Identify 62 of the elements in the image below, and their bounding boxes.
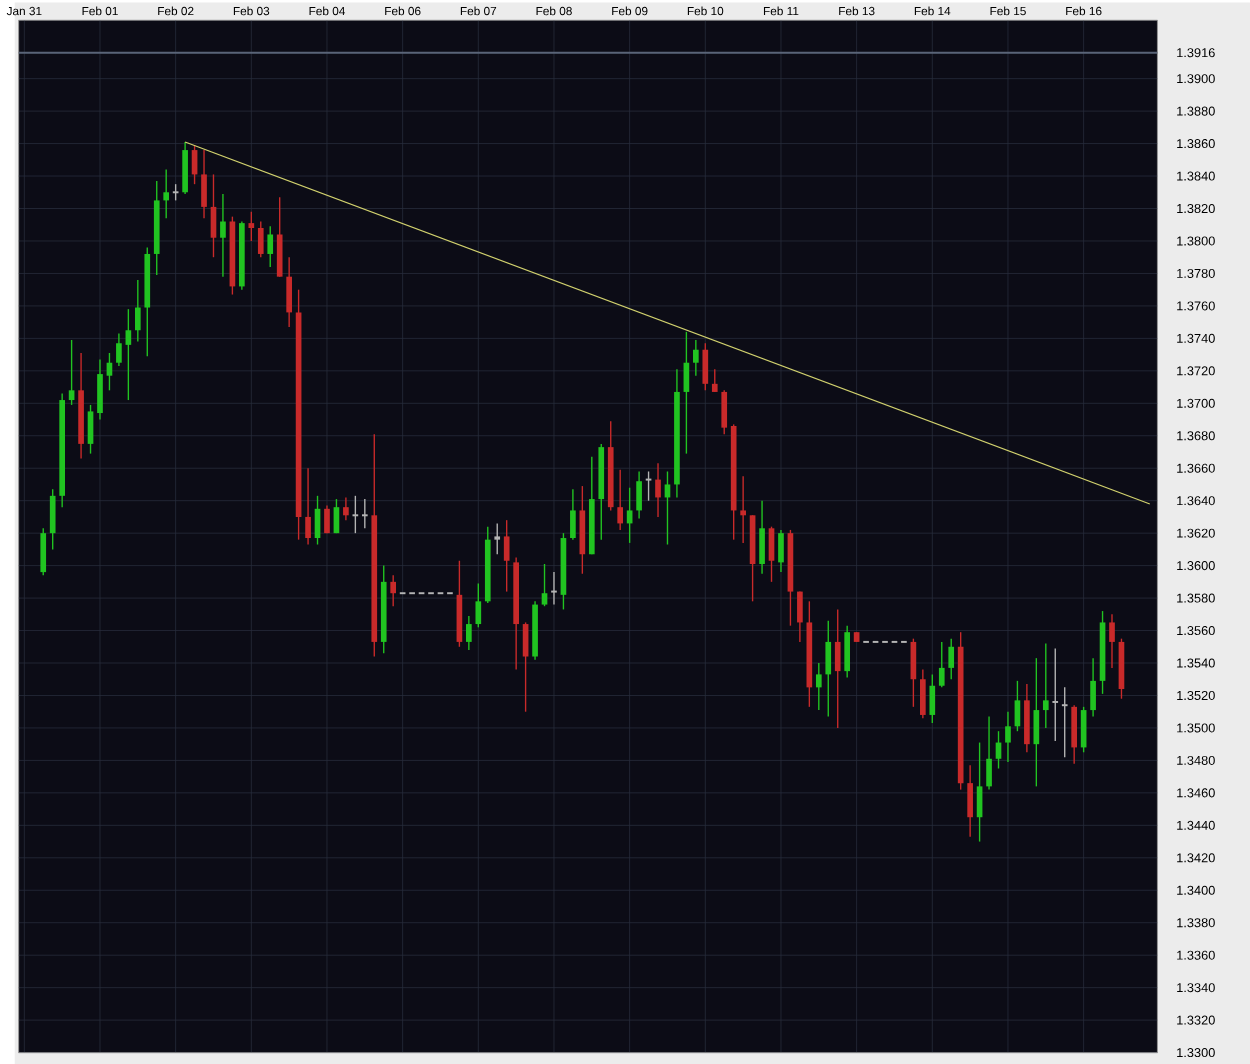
candlestick [248,210,255,242]
candlestick [740,475,746,544]
candlestick [711,368,718,393]
candlestick [834,608,841,729]
candlestick [938,641,945,688]
candlestick [644,470,653,502]
candlestick [522,621,529,713]
candlestick [825,619,832,718]
candlestick [815,662,822,711]
candlestick [390,574,397,607]
candlestick [220,193,226,278]
candlestick [655,462,661,518]
candlestick [351,494,360,534]
candlestick [134,279,141,343]
candlestick [324,504,330,534]
candlestick [267,225,274,268]
candlestick [550,571,558,606]
candlestick [1024,683,1030,753]
candlestick [778,529,784,573]
candlestick [1005,710,1011,763]
candlestick [844,624,851,679]
candlestick [163,168,170,219]
candlestick [1042,642,1049,729]
candlestick [257,220,264,258]
candlestick [97,358,103,421]
candlestick [68,339,75,406]
candlestick [570,488,576,541]
candlestick [693,339,699,377]
candlestick [1060,686,1069,758]
candlestick [967,764,973,838]
candlestick [494,522,501,555]
candlestick [702,342,709,391]
candlestick [768,525,775,583]
candlestick [125,308,132,401]
candlestick [948,637,955,680]
candlestick [87,404,94,455]
candlestick [503,519,510,593]
candlestick [759,499,765,575]
candlestick [986,715,992,791]
candlestick [201,149,207,219]
candlestick [40,527,47,576]
candlestick [929,673,936,724]
candlestick [797,590,803,643]
candlestick [541,563,548,607]
candlestick [636,470,642,520]
candlestick [466,615,472,651]
candlestick [617,468,624,531]
candlestick [1109,613,1115,669]
candlestick [360,498,369,529]
candlestick [1071,704,1078,765]
candlestick [286,256,292,328]
candlestick [182,141,188,195]
candlestick [305,467,311,546]
candlestick [49,488,56,550]
candlestick [1051,647,1060,742]
candlestick [276,196,283,278]
candlestick [343,496,349,521]
candlestick [920,668,926,719]
candlestick [721,389,728,435]
candlestick [116,332,122,367]
candlestick [475,582,482,628]
candlestick [1090,657,1096,718]
